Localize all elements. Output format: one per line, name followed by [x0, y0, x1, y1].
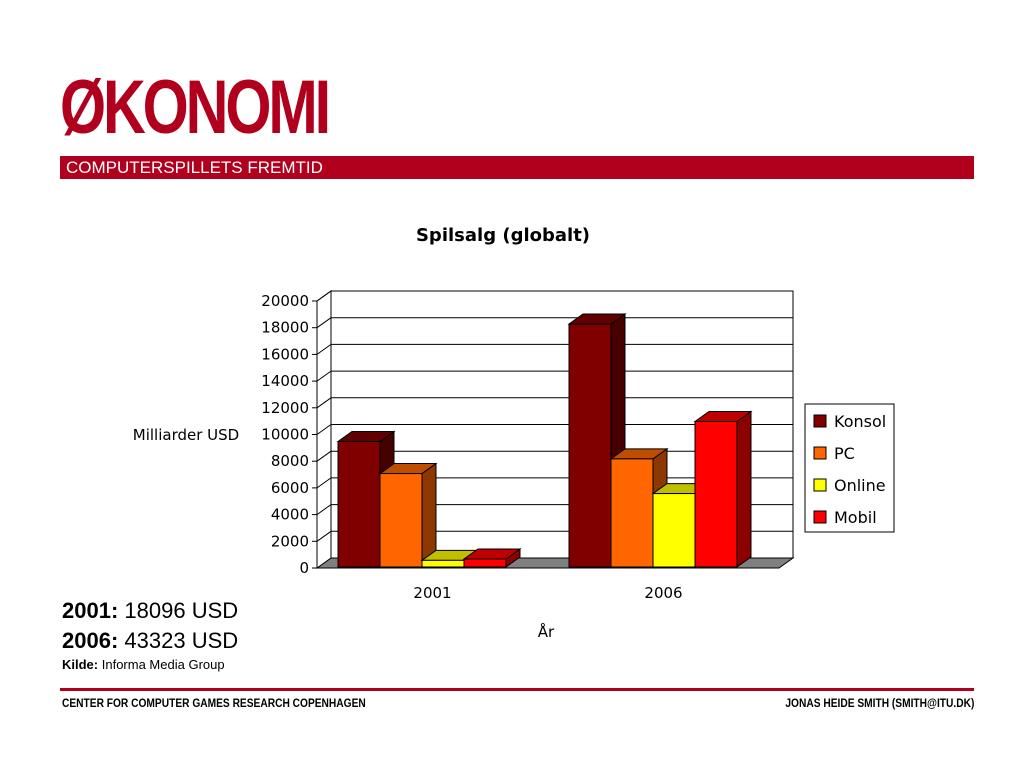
gridline-side — [316, 530, 332, 542]
legend-swatch — [813, 446, 827, 460]
y-tick-label: 4000 — [271, 506, 309, 524]
bar-pc-2006 — [610, 458, 654, 568]
y-tick-label: 10000 — [261, 426, 309, 444]
y-tick-label: 14000 — [261, 372, 309, 390]
bar-mobil-2006 — [694, 420, 738, 568]
totals-block: 2001: 18096 USD 2006: 43323 USD Kilde: I… — [62, 596, 238, 674]
gridline-side — [316, 504, 332, 516]
gridline-side — [316, 397, 332, 409]
y-tick-label: 18000 — [261, 319, 309, 337]
y-tick-label: 0 — [299, 559, 309, 577]
chart-title: Spilsalg (globalt) — [416, 225, 590, 246]
y-tick-label: 12000 — [261, 399, 309, 417]
bar-konsol-2001 — [337, 441, 381, 568]
y-tick-label: 6000 — [271, 479, 309, 497]
x-tick-label: 2006 — [644, 584, 682, 602]
gridline-side — [316, 290, 332, 302]
gridline-side — [316, 424, 332, 435]
total-2006: 2006: 43323 USD — [62, 626, 238, 656]
legend-entry-mobil: Mobil — [834, 508, 877, 527]
source-label: Kilde: — [62, 657, 99, 672]
source-value: Informa Media Group — [101, 657, 225, 672]
bar-pc-2001 — [379, 473, 423, 568]
legend-entry-konsol: Konsol — [834, 412, 886, 431]
gridline-side — [316, 370, 332, 382]
footer-organization: CENTER FOR COMPUTER GAMES RESEARCH COPEN… — [62, 696, 366, 710]
y-tick-label: 2000 — [271, 532, 309, 550]
legend-entry-online: Online — [834, 476, 886, 495]
legend-swatch — [813, 414, 827, 428]
footer-author: JONAS HEIDE SMITH (SMITH@ITU.DK) — [784, 696, 974, 710]
gridline-side — [316, 343, 332, 355]
slide-title: ØKONOMI — [60, 65, 331, 150]
x-tick-label: 2001 — [413, 584, 451, 602]
total-amount: 43323 USD — [124, 628, 239, 653]
total-year: 2006: — [62, 628, 119, 653]
legend-swatch — [813, 510, 827, 524]
legend: Konsol PC Online Mobil — [804, 403, 895, 533]
slide-subtitle: COMPUTERSPILLETS FREMTID — [66, 158, 323, 177]
source-note: Kilde: Informa Media Group — [62, 656, 238, 674]
legend-entry-pc: PC — [834, 444, 855, 463]
bar-mobil-2001 — [463, 558, 507, 568]
bar-online-2001 — [421, 559, 465, 568]
total-2001: 2001: 18096 USD — [62, 596, 238, 626]
y-tick-label: 8000 — [271, 452, 309, 470]
plot-area: 0 2000 4000 6000 8000 10000 12000 14000 16000 180… — [261, 290, 795, 602]
x-axis-label: År — [538, 622, 555, 641]
total-amount: 18096 USD — [124, 598, 239, 623]
legend-swatch — [813, 478, 827, 492]
bar-konsol-2006 — [568, 323, 612, 568]
y-tick-label: 20000 — [261, 292, 309, 310]
gridline-side — [316, 477, 332, 489]
bar-side — [736, 410, 752, 568]
total-year: 2001: — [62, 598, 119, 623]
gridline-side — [316, 317, 332, 329]
y-tick-label: 16000 — [261, 345, 309, 363]
bar-online-2006 — [652, 493, 696, 568]
subtitle-bar: COMPUTERSPILLETS FREMTID — [60, 156, 974, 179]
y-axis-label: Milliarder USD — [133, 426, 239, 444]
gridline-side — [316, 450, 332, 462]
footer-divider — [60, 688, 974, 691]
